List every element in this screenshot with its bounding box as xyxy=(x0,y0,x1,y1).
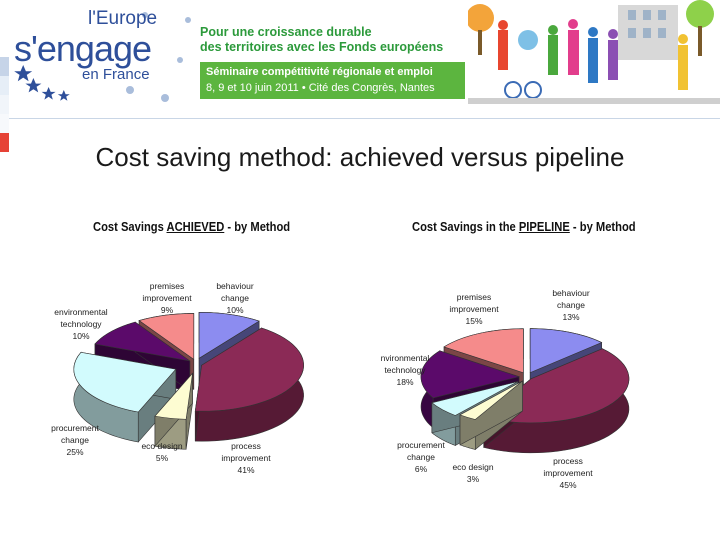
banner-divider xyxy=(0,118,720,119)
chart-achieved-title: Cost Savings ACHIEVED - by Method xyxy=(93,219,291,234)
pie-slice-achieved-ecodesign xyxy=(154,372,193,450)
headline-line1: Pour une croissance durable xyxy=(200,25,372,39)
achieved-label-procurement: procurement change 25% xyxy=(51,423,99,457)
achieved-label-ecodesign: eco design 5% xyxy=(141,441,183,463)
seminar-line1: Séminaire compétitivité régionale et emp… xyxy=(206,66,433,78)
logo-line2: s'engage xyxy=(14,28,152,69)
pipeline-label-procurement: procurement change 6% xyxy=(397,440,445,474)
achieved-label-premises: premises improvement 9% xyxy=(142,281,192,315)
city-illustration-icon xyxy=(468,0,720,104)
pipeline-label-behaviour: behaviour change 13% xyxy=(552,288,590,322)
pipeline-label-process: process improvement 45% xyxy=(543,456,593,490)
pie-slice-pipeline-ecodesign xyxy=(459,380,523,451)
pipeline-label-ecodesign: eco design 3% xyxy=(452,462,494,484)
header-banner: l'Europe s'engage en France Pour une cro… xyxy=(0,0,720,118)
logo-line1: l'Europe xyxy=(88,8,158,29)
pie-slice-achieved-process xyxy=(194,327,304,442)
left-color-accent xyxy=(0,57,9,152)
achieved-label-behaviour: behaviour change 10% xyxy=(216,281,254,315)
slide-title: Cost saving method: achieved versus pipe… xyxy=(95,142,625,172)
pipeline-label-environmental: nvironmental technology 18% xyxy=(380,353,430,387)
seminar-line2: 8, 9 et 10 juin 2011 • Cité des Congrès,… xyxy=(206,82,435,94)
headline-line2: des territoires avec les Fonds européens xyxy=(200,40,444,54)
pipeline-label-premises: premises improvement 15% xyxy=(449,292,499,326)
seminar-box: Séminaire compétitivité régionale et emp… xyxy=(200,62,465,99)
logo-stars-icon xyxy=(14,12,191,102)
achieved-label-process: process improvement 41% xyxy=(221,441,271,475)
chart-pipeline-title: Cost Savings in the PIPELINE - by Method xyxy=(412,219,636,234)
pie-slice-achieved-procurement xyxy=(73,351,177,443)
achieved-label-environmental: environmental technology 10% xyxy=(54,307,108,341)
logo-line3: en France xyxy=(82,66,150,83)
